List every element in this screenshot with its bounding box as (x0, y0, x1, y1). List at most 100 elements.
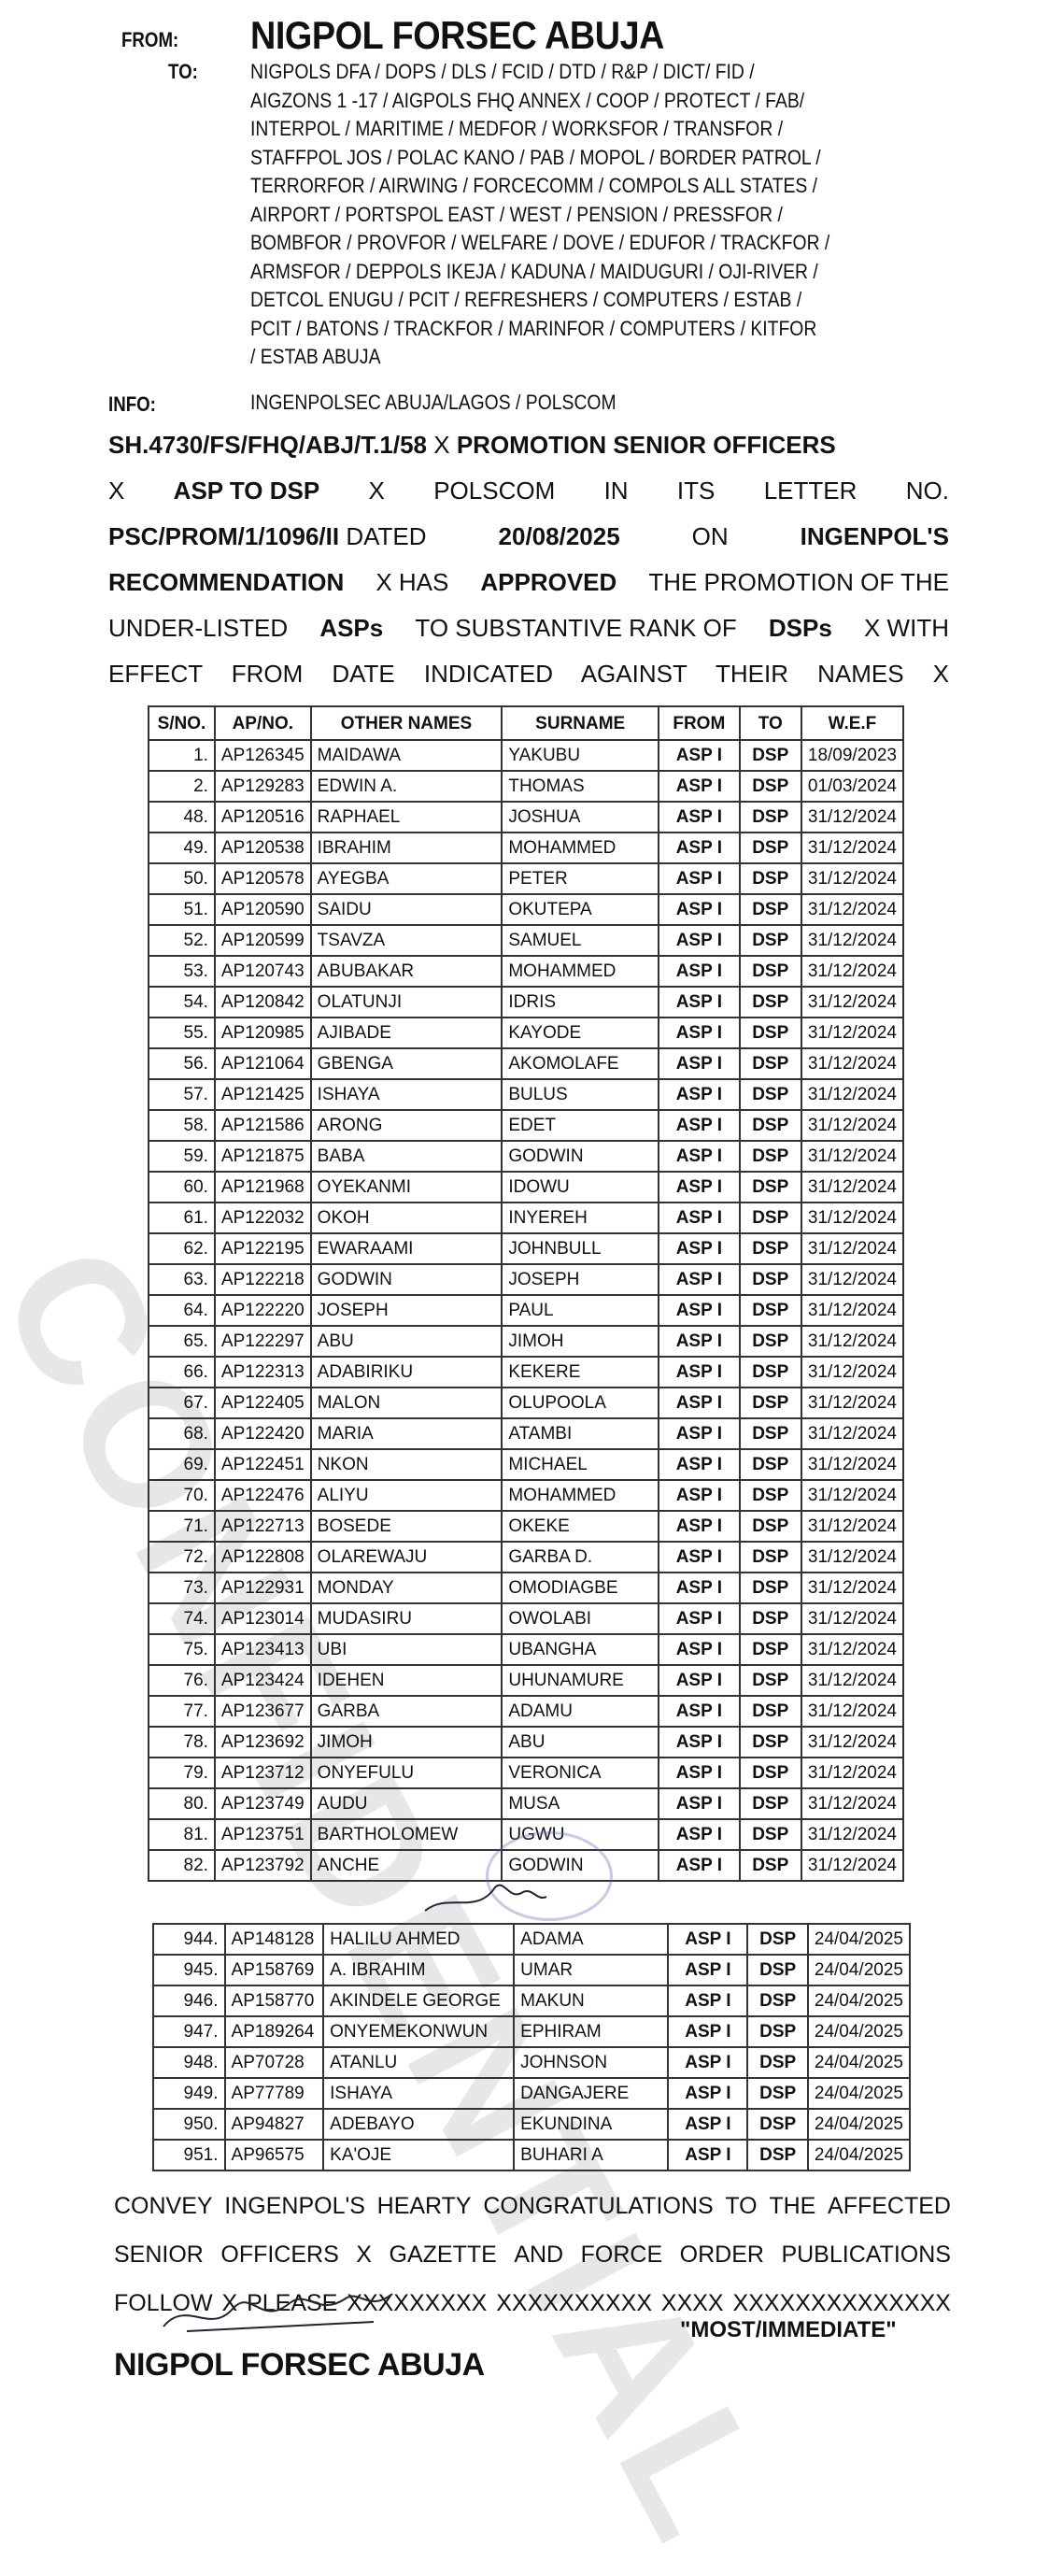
table-cell: EWARAAMI (309, 1232, 503, 1265)
table-cell: OKUTEPA (501, 893, 660, 926)
table-cell: 31/12/2024 (800, 1448, 905, 1481)
table-row: 53. AP120743 ABUBAKAR MOHAMMED ASP I DSP 31/12… (148, 955, 905, 988)
table-cell: SAMUEL (501, 924, 660, 957)
table-cell: EPHIRAM (513, 2015, 670, 2048)
table-cell: MOHAMMED (501, 1479, 660, 1512)
table-cell: AP122195 (213, 1232, 312, 1265)
subject: PROMOTION SENIOR OFFICERS (456, 431, 836, 459)
table-cell: AP122313 (213, 1356, 312, 1388)
table-cell: ASP I (667, 1923, 749, 1956)
table-cell: DSP (746, 2108, 809, 2141)
table-cell: AP70728 (223, 2046, 325, 2079)
table-cell: ASP I (658, 1448, 741, 1481)
to-line: AIRPORT / PORTSPOL EAST / WEST / PENSION… (250, 202, 783, 226)
table-cell: AP148128 (223, 1923, 325, 1956)
table-cell: ASP I (658, 1849, 741, 1882)
table-cell: ASP I (658, 1726, 741, 1758)
table-cell: AP121875 (213, 1140, 312, 1173)
table-cell: 31/12/2024 (800, 1479, 905, 1512)
table-cell: DSP (738, 1232, 802, 1265)
table-cell: ATANLU (322, 2046, 516, 2079)
table-cell: 944. (152, 1923, 226, 1956)
from-label: FROM: (121, 28, 179, 51)
table-cell: 2. (148, 770, 216, 803)
table-row: 78. AP123692 JIMOH ABU ASP I DSP 31/12/2024 (148, 1726, 905, 1758)
table-cell: IBRAHIM (309, 832, 503, 864)
table-cell: ASP I (658, 1202, 741, 1234)
table-cell: JOHNBULL (501, 1232, 660, 1265)
body-word: X WITH (863, 614, 949, 642)
table-cell: DSP (738, 1572, 802, 1604)
body-word: APPROVED (480, 568, 617, 596)
signature-initials (424, 1884, 547, 1912)
table-cell: 31/12/2024 (800, 1849, 905, 1882)
body-word: ASPs (319, 614, 384, 642)
body-word: IN (603, 477, 629, 505)
table-cell: AP123677 (213, 1695, 312, 1728)
table-cell: OMODIAGBE (501, 1572, 660, 1604)
table-cell: 50. (148, 862, 216, 895)
table-cell: ASP I (658, 1572, 741, 1604)
table-row: 56. AP121064 GBENGA AKOMOLAFE ASP I DSP 31/12/… (148, 1047, 905, 1080)
closing-word: X (356, 2242, 372, 2268)
table-cell: IDEHEN (309, 1664, 503, 1697)
table-cell: 66. (148, 1356, 216, 1388)
table-cell: ASP I (658, 1818, 741, 1851)
table-cell: ASP I (667, 1985, 749, 2017)
table-cell: MICHAEL (501, 1448, 660, 1481)
body-word: RECOMMENDATION (108, 568, 345, 596)
table-row: 944. AP148128 HALILU AHMED ADAMA ASP I DSP 24/… (152, 1923, 912, 1956)
subject-rank: ASP TO DSP (173, 477, 320, 505)
table-cell: 31/12/2024 (800, 1510, 905, 1543)
table-cell: 61. (148, 1202, 216, 1234)
table-cell: PAUL (501, 1294, 660, 1327)
table-cell: 80. (148, 1787, 216, 1820)
table-cell: 54. (148, 986, 216, 1018)
table-cell: DSP (738, 1602, 802, 1635)
to-line: TERRORFOR / AIRWING / FORCECOMM / COMPOL… (250, 174, 818, 197)
table-cell: AP96575 (223, 2139, 325, 2171)
table-cell: ASP I (658, 924, 741, 957)
table-cell: 81. (148, 1818, 216, 1851)
table-row: 55. AP120985 AJIBADE KAYODE ASP I DSP 31/12/20… (148, 1017, 905, 1049)
table-row: 48. AP120516 RAPHAEL JOSHUA ASP I DSP 31/12/20… (148, 801, 905, 833)
table-cell: OYEKANMI (309, 1171, 503, 1203)
table-cell: ISHAYA (309, 1078, 503, 1111)
table-cell: VERONICA (501, 1757, 660, 1789)
table-cell: 31/12/2024 (800, 1787, 905, 1820)
table-row: 57. AP121425 ISHAYA BULUS ASP I DSP 31/12/2024 (148, 1078, 905, 1111)
table-row: 75. AP123413 UBI UBANGHA ASP I DSP 31/12/2024 (148, 1633, 905, 1666)
table-cell: 65. (148, 1325, 216, 1358)
closing-word: ORDER (679, 2242, 764, 2268)
body-word: DATED (346, 522, 427, 550)
table-cell: ASP I (658, 986, 741, 1018)
table-row: 81. AP123751 BARTHOLOMEW UGWU ASP I DSP 31/12/… (148, 1818, 905, 1851)
table-cell: 24/04/2025 (806, 1923, 912, 1956)
table-cell: MARIA (309, 1417, 503, 1450)
table-cell: DSP (738, 1448, 802, 1481)
table-cell: UMAR (513, 1954, 670, 1986)
table-cell: 59. (148, 1140, 216, 1173)
table-cell: DSP (738, 1510, 802, 1543)
table-cell: AP122808 (213, 1541, 312, 1573)
table-cell: 57. (148, 1078, 216, 1111)
table-cell: 31/12/2024 (800, 1387, 905, 1419)
table-row: 79. AP123712 ONYEFULU VERONICA ASP I DSP 31/12… (148, 1757, 905, 1789)
table-cell: ASP I (667, 2139, 749, 2171)
message-body: SH.4730/FS/FHQ/ABJ/T.1/58 X PROMOTION SE… (108, 422, 949, 697)
from-value: NIGPOL FORSEC ABUJA (250, 13, 665, 57)
table-cell: 31/12/2024 (800, 1664, 905, 1697)
table-cell: AP158770 (223, 1985, 325, 2017)
table-row: 2. AP129283 EDWIN A. THOMAS ASP I DSP 01/03/20… (148, 770, 905, 803)
table-row: 59. AP121875 BABA GODWIN ASP I DSP 31/12/2024 (148, 1140, 905, 1173)
table-cell: 948. (152, 2046, 226, 2079)
table-cell: ASP I (658, 893, 741, 926)
closing-word: XXXXXXXXX (347, 2290, 488, 2316)
table-cell: AP122713 (213, 1510, 312, 1543)
table-cell: 1. (148, 739, 216, 772)
closing-word: SENIOR (114, 2242, 204, 2268)
table-cell: ASP I (658, 1140, 741, 1173)
table-cell: 53. (148, 955, 216, 988)
table-cell: 73. (148, 1572, 216, 1604)
table-cell: ALIYU (309, 1479, 503, 1512)
